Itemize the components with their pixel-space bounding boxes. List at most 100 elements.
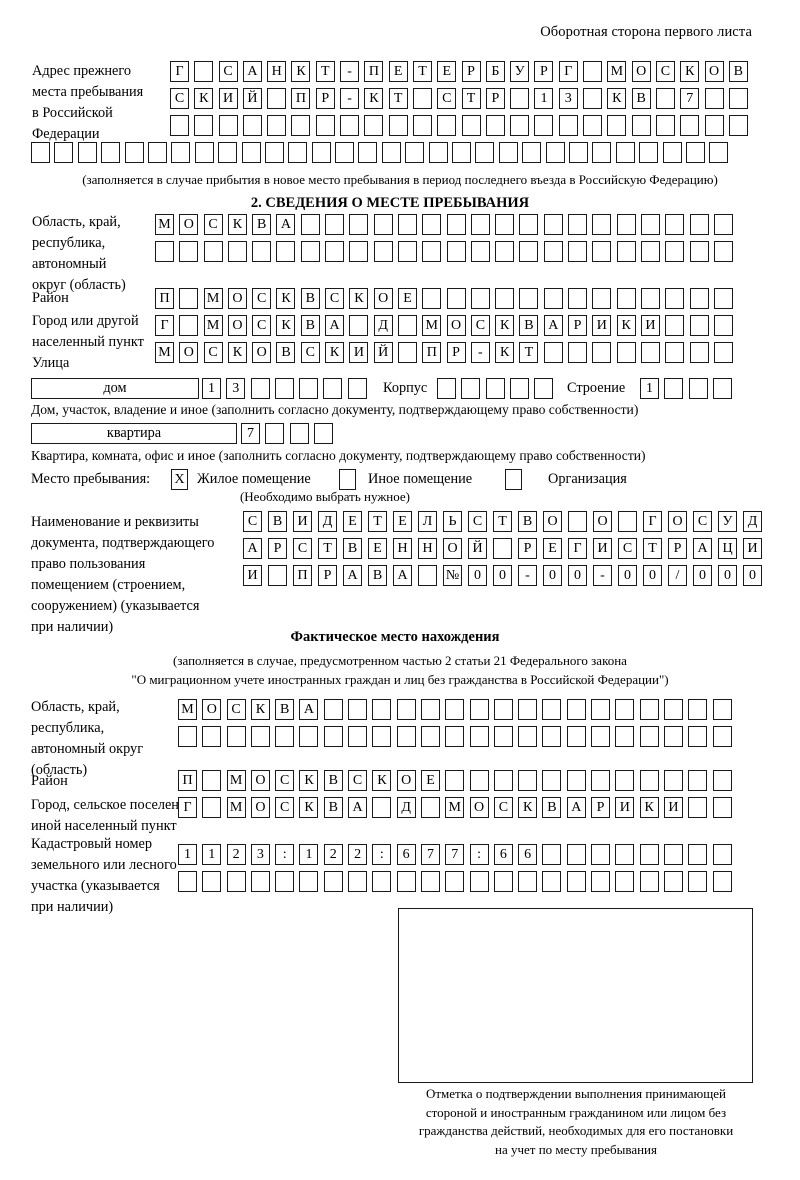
char-cell[interactable] xyxy=(713,315,733,336)
char-cell[interactable]: Р xyxy=(568,315,588,336)
char-cell[interactable] xyxy=(77,142,97,163)
char-cell[interactable]: 6 xyxy=(493,844,513,865)
char-cell[interactable]: Б xyxy=(485,61,505,82)
char-cell[interactable]: О xyxy=(252,342,272,363)
char-cell[interactable] xyxy=(639,142,659,163)
char-cell[interactable]: 1 xyxy=(299,844,319,865)
char-cell[interactable] xyxy=(615,726,635,747)
char-cell[interactable] xyxy=(323,699,343,720)
char-cell[interactable]: Ц xyxy=(718,538,737,559)
char-cell[interactable] xyxy=(640,241,660,262)
char-cell[interactable] xyxy=(688,726,708,747)
char-cell[interactable]: Т xyxy=(412,61,432,82)
char-cell[interactable]: В xyxy=(268,511,287,532)
char-cell[interactable] xyxy=(202,797,222,818)
char-cell[interactable]: - xyxy=(340,88,360,109)
char-cell[interactable]: : xyxy=(372,844,392,865)
char-cell[interactable]: И xyxy=(349,342,369,363)
char-cell[interactable] xyxy=(299,726,319,747)
char-cell[interactable]: А xyxy=(242,61,262,82)
char-cell[interactable]: Т xyxy=(318,538,337,559)
char-cell[interactable] xyxy=(202,770,222,791)
char-cell[interactable]: Р xyxy=(591,797,611,818)
char-cell[interactable] xyxy=(422,214,442,235)
char-cell[interactable] xyxy=(689,241,709,262)
char-cell[interactable] xyxy=(665,214,685,235)
char-cell[interactable]: 1 xyxy=(640,378,659,399)
char-cell[interactable] xyxy=(178,726,197,747)
char-cell[interactable]: 1 xyxy=(178,844,197,865)
char-cell[interactable]: В xyxy=(518,511,537,532)
char-cell[interactable] xyxy=(542,699,562,720)
char-cell[interactable] xyxy=(412,88,432,109)
char-cell[interactable] xyxy=(712,378,732,399)
char-cell[interactable] xyxy=(315,115,335,136)
char-cell[interactable] xyxy=(616,288,636,309)
char-cell[interactable]: 3 xyxy=(558,88,578,109)
char-cell[interactable]: Л xyxy=(418,511,437,532)
char-cell[interactable] xyxy=(250,871,270,892)
char-cell[interactable] xyxy=(665,315,685,336)
char-cell[interactable]: Т xyxy=(519,342,539,363)
char-cell[interactable] xyxy=(712,871,732,892)
char-cell[interactable]: А xyxy=(393,565,412,586)
char-cell[interactable]: А xyxy=(566,797,586,818)
char-cell[interactable]: О xyxy=(227,315,247,336)
char-cell[interactable]: У xyxy=(718,511,737,532)
char-cell[interactable] xyxy=(364,115,384,136)
char-cell[interactable] xyxy=(194,61,214,82)
char-cell[interactable] xyxy=(397,342,417,363)
char-cell[interactable] xyxy=(665,342,685,363)
char-cell[interactable] xyxy=(276,241,296,262)
char-cell[interactable] xyxy=(475,142,495,163)
char-cell[interactable] xyxy=(665,288,685,309)
char-cell[interactable]: Й xyxy=(468,538,487,559)
char-cell[interactable]: П xyxy=(155,288,174,309)
char-cell[interactable] xyxy=(349,214,369,235)
char-cell[interactable] xyxy=(372,699,392,720)
char-cell[interactable]: Г xyxy=(155,315,174,336)
char-cell[interactable]: К xyxy=(518,797,538,818)
char-cell[interactable] xyxy=(203,241,223,262)
char-cell[interactable] xyxy=(274,378,294,399)
char-cell[interactable] xyxy=(631,115,651,136)
char-cell[interactable]: И xyxy=(293,511,312,532)
char-cell[interactable]: М xyxy=(203,288,223,309)
char-cell[interactable]: О xyxy=(227,288,247,309)
char-cell[interactable]: П xyxy=(364,61,384,82)
char-cell[interactable] xyxy=(592,342,612,363)
char-cell[interactable] xyxy=(101,142,121,163)
char-cell[interactable] xyxy=(340,115,360,136)
char-cell[interactable] xyxy=(323,871,343,892)
char-cell[interactable]: В xyxy=(300,288,320,309)
char-cell[interactable]: М xyxy=(422,315,442,336)
char-cell[interactable] xyxy=(591,770,611,791)
char-cell[interactable]: И xyxy=(663,797,683,818)
char-cell[interactable]: А xyxy=(299,699,319,720)
char-cell[interactable] xyxy=(662,142,682,163)
char-cell[interactable] xyxy=(583,88,603,109)
char-cell[interactable]: О xyxy=(179,342,199,363)
char-cell[interactable] xyxy=(147,142,167,163)
char-cell[interactable] xyxy=(446,288,466,309)
char-cell[interactable] xyxy=(498,142,518,163)
char-cell[interactable]: Р xyxy=(461,61,481,82)
char-cell[interactable]: К xyxy=(349,288,369,309)
char-cell[interactable] xyxy=(437,378,456,399)
s2-doc-row-3[interactable]: И П Р А В А № 0 0-0 0-0 0/0 0 0 xyxy=(243,565,768,586)
char-cell[interactable]: К xyxy=(276,315,296,336)
char-cell[interactable]: : xyxy=(275,844,295,865)
char-cell[interactable] xyxy=(396,871,416,892)
char-cell[interactable] xyxy=(509,378,529,399)
char-cell[interactable] xyxy=(680,115,700,136)
char-cell[interactable] xyxy=(713,241,733,262)
char-cell[interactable] xyxy=(469,871,489,892)
char-cell[interactable]: Т xyxy=(493,511,512,532)
char-cell[interactable]: И xyxy=(743,538,762,559)
char-cell[interactable]: С xyxy=(252,288,272,309)
char-cell[interactable] xyxy=(267,88,287,109)
char-cell[interactable] xyxy=(289,423,309,444)
char-cell[interactable] xyxy=(267,115,287,136)
